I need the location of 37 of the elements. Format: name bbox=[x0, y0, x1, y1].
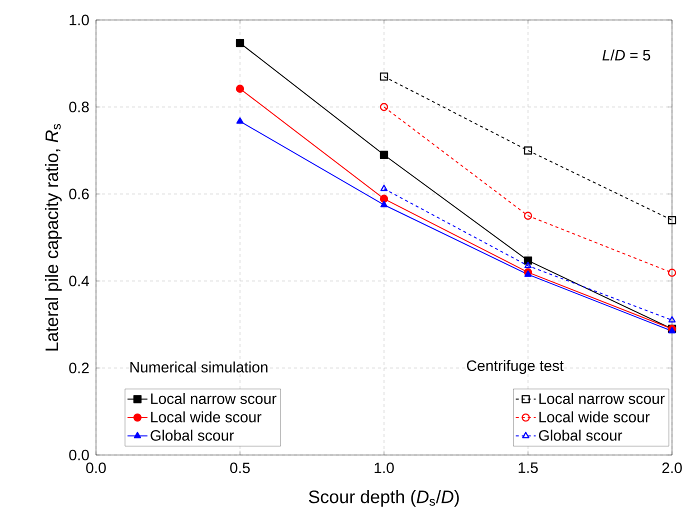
y-tick-label: 0.8 bbox=[69, 102, 89, 112]
x-tick-label: 1.0 bbox=[374, 462, 394, 474]
point bbox=[236, 84, 244, 93]
x-tick-label: 0.5 bbox=[230, 462, 250, 474]
legend-label: Local wide scour bbox=[539, 411, 650, 422]
legend-label: Global scour bbox=[538, 430, 622, 441]
point bbox=[668, 316, 676, 322]
legend-label: Global scour bbox=[150, 430, 234, 441]
point bbox=[668, 268, 676, 277]
point bbox=[236, 117, 244, 124]
point bbox=[668, 216, 676, 224]
y-tick-label: 1.0 bbox=[70, 14, 89, 26]
point bbox=[524, 146, 532, 155]
point bbox=[380, 150, 388, 159]
point bbox=[524, 262, 532, 268]
point bbox=[380, 194, 388, 203]
point bbox=[380, 72, 388, 81]
x-axis-title: Scour depth (D$_{s}$/D) bbox=[308, 490, 459, 507]
y-tick-label: 0.0 bbox=[69, 450, 89, 460]
point bbox=[524, 212, 532, 220]
y-tick-label: 0.4 bbox=[69, 276, 90, 286]
point bbox=[380, 102, 388, 112]
point bbox=[380, 184, 388, 192]
y-tick-label: 0.2 bbox=[69, 362, 89, 374]
x-tick-label: 2.0 bbox=[662, 462, 682, 474]
y-axis-title: Lateral pile capacity ratio, R$_{s}$ bbox=[44, 124, 62, 350]
legend-label: Local narrow scour bbox=[151, 392, 276, 404]
annotation: Centrifuge test bbox=[466, 360, 564, 374]
point bbox=[236, 38, 244, 48]
legend-label: Local narrow scour bbox=[539, 392, 665, 404]
y-tick-label: 0.6 bbox=[69, 188, 89, 200]
legend-label: Local wide scour bbox=[151, 411, 262, 422]
annotation: Numerical simulation bbox=[130, 361, 268, 372]
point bbox=[380, 200, 388, 208]
annotation: L/D = 5 bbox=[602, 49, 650, 60]
x-tick-label: 0.0 bbox=[86, 462, 106, 474]
x-tick-label: 1.5 bbox=[518, 462, 538, 473]
